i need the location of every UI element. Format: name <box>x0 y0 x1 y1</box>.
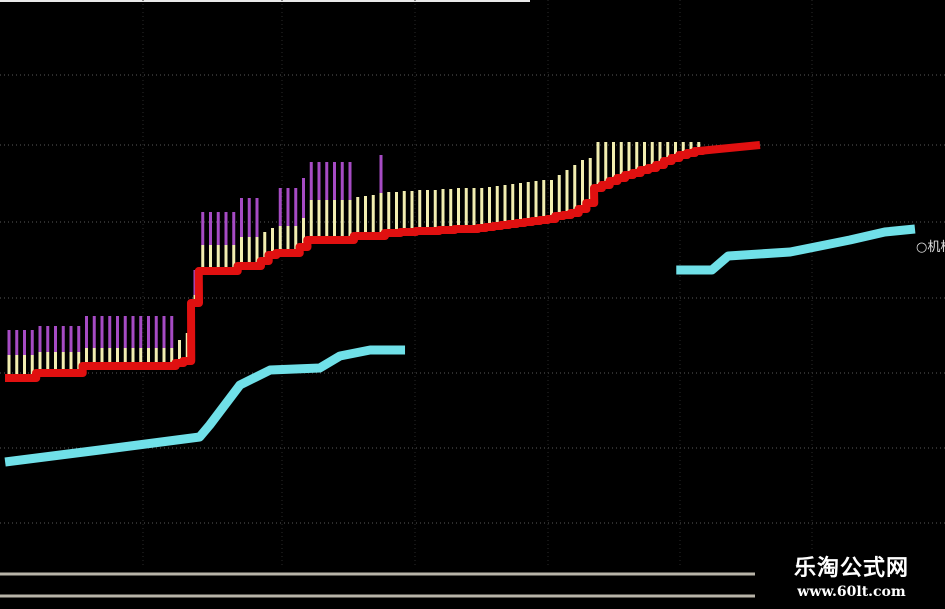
red-line <box>5 141 761 382</box>
watermark-title: 乐淘公式网 <box>793 555 909 581</box>
cyan-line <box>4 345 406 467</box>
top-border-strip <box>0 0 530 2</box>
series-label: ○机构 <box>916 240 945 255</box>
watermark: 乐淘公式网 www.60lt.com <box>758 552 945 609</box>
watermark-url: www.60lt.com <box>797 584 906 600</box>
cyan-line <box>676 224 916 275</box>
